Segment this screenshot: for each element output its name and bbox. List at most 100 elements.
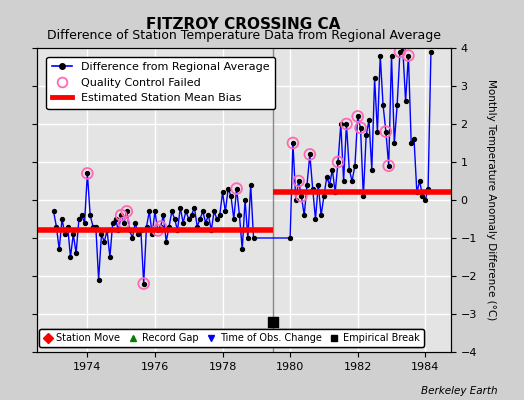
- Point: [286, 235, 294, 241]
- Point: [342, 121, 351, 127]
- Point: [354, 113, 362, 120]
- Title: FITZROY CROSSING CA: FITZROY CROSSING CA: [147, 16, 341, 32]
- Point: [117, 212, 125, 218]
- Point: [297, 193, 305, 199]
- Point: [66, 254, 74, 260]
- Point: [235, 212, 244, 218]
- Point: [207, 227, 215, 234]
- Point: [221, 208, 230, 214]
- Point: [387, 52, 396, 59]
- Point: [396, 49, 404, 55]
- Point: [365, 117, 373, 123]
- Point: [325, 182, 334, 188]
- Point: [416, 178, 424, 184]
- Point: [55, 246, 63, 253]
- Point: [190, 204, 199, 211]
- Point: [396, 49, 404, 55]
- Point: [162, 238, 170, 245]
- Point: [170, 216, 179, 222]
- Point: [291, 197, 300, 203]
- Point: [404, 52, 412, 59]
- Point: [233, 186, 241, 192]
- Point: [323, 174, 331, 180]
- Point: [114, 227, 123, 234]
- Point: [94, 277, 103, 283]
- Point: [156, 223, 165, 230]
- Point: [427, 49, 435, 55]
- Point: [154, 227, 162, 234]
- Point: [269, 318, 277, 325]
- Point: [145, 208, 154, 214]
- Point: [179, 220, 187, 226]
- Point: [305, 151, 314, 158]
- Point: [89, 223, 97, 230]
- Point: [168, 208, 176, 214]
- Point: [143, 223, 151, 230]
- Point: [154, 227, 162, 234]
- Y-axis label: Monthly Temperature Anomaly Difference (°C): Monthly Temperature Anomaly Difference (…: [486, 79, 496, 321]
- Point: [165, 223, 173, 230]
- Text: Berkeley Earth: Berkeley Earth: [421, 386, 498, 396]
- Point: [340, 178, 348, 184]
- Point: [370, 75, 379, 82]
- Point: [362, 132, 370, 138]
- Point: [336, 121, 345, 127]
- Point: [401, 98, 410, 104]
- Point: [148, 231, 156, 237]
- Point: [63, 223, 72, 230]
- Point: [125, 227, 134, 234]
- Point: [334, 159, 342, 165]
- Point: [373, 128, 381, 135]
- Point: [305, 151, 314, 158]
- Point: [359, 193, 367, 199]
- Point: [289, 140, 297, 146]
- Point: [413, 189, 421, 196]
- Point: [201, 220, 210, 226]
- Point: [196, 216, 204, 222]
- Point: [342, 121, 351, 127]
- Point: [58, 216, 66, 222]
- Point: [120, 220, 128, 226]
- Point: [354, 113, 362, 120]
- Point: [188, 212, 196, 218]
- Point: [246, 182, 255, 188]
- Text: Difference of Station Temperature Data from Regional Average: Difference of Station Temperature Data f…: [47, 29, 441, 42]
- Point: [92, 223, 100, 230]
- Point: [390, 140, 398, 146]
- Point: [173, 227, 182, 234]
- Point: [356, 125, 365, 131]
- Point: [381, 128, 390, 135]
- Point: [376, 52, 385, 59]
- Point: [131, 220, 139, 226]
- Point: [351, 162, 359, 169]
- Point: [106, 254, 114, 260]
- Point: [193, 223, 201, 230]
- Point: [410, 136, 418, 142]
- Point: [213, 216, 221, 222]
- Point: [385, 162, 393, 169]
- Point: [100, 238, 108, 245]
- Point: [238, 246, 246, 253]
- Point: [83, 170, 92, 177]
- Point: [176, 204, 184, 211]
- Point: [139, 280, 148, 287]
- Point: [49, 208, 58, 214]
- Point: [294, 178, 303, 184]
- Point: [151, 208, 159, 214]
- Point: [368, 166, 376, 173]
- Point: [328, 166, 336, 173]
- Point: [303, 182, 311, 188]
- Point: [103, 227, 111, 234]
- Point: [249, 235, 258, 241]
- Point: [123, 208, 131, 214]
- Point: [331, 189, 340, 196]
- Point: [230, 216, 238, 222]
- Point: [227, 193, 235, 199]
- Point: [399, 45, 407, 51]
- Point: [97, 231, 106, 237]
- Point: [297, 193, 305, 199]
- Legend: Station Move, Record Gap, Time of Obs. Change, Empirical Break: Station Move, Record Gap, Time of Obs. C…: [39, 329, 423, 347]
- Point: [120, 220, 128, 226]
- Point: [320, 193, 328, 199]
- Point: [69, 231, 78, 237]
